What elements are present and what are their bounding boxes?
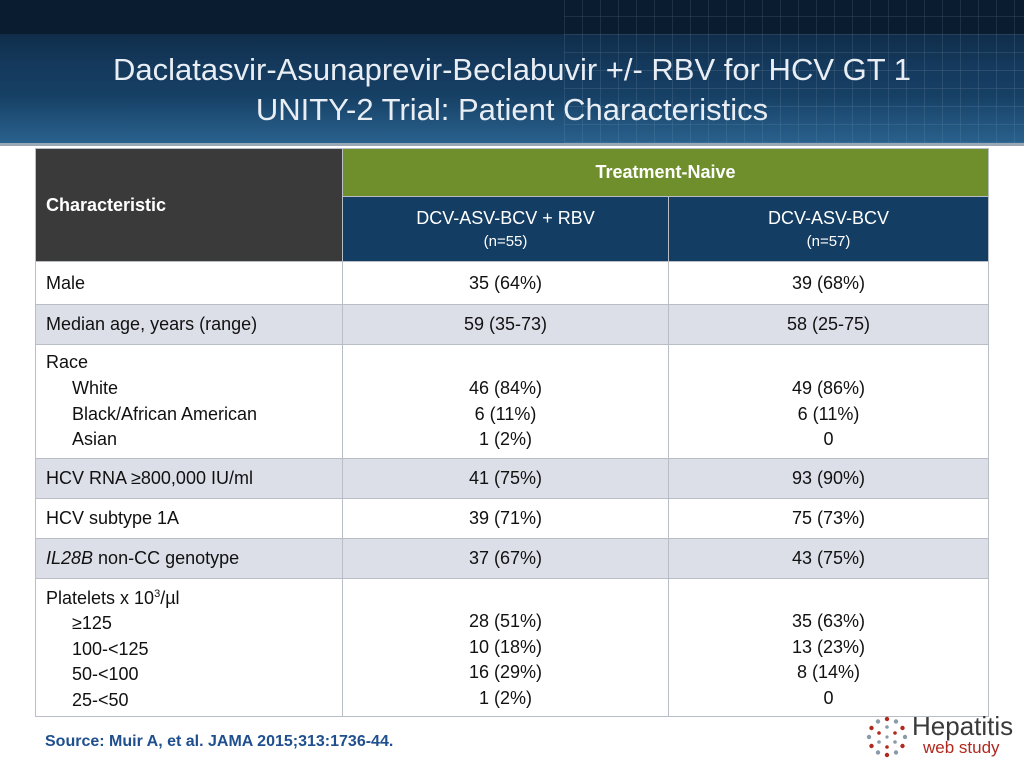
logo-subtitle: web study [923,738,1000,757]
arm-name: DCV-ASV-BCV + RBV [416,208,595,228]
sub-value: 1 (2%) [478,687,532,708]
table-row-hcv-rna: HCV RNA ≥800,000 IU/ml 41 (75%) 93 (90%) [35,458,989,499]
logo-name: Hepatitis [912,711,1014,741]
row-label: HCV RNA ≥800,000 IU/ml [35,458,343,499]
gene-name: IL28B [46,548,94,568]
arm-header-rbv: DCV-ASV-BCV + RBV (n=55) [342,196,669,262]
table-row-il28b: IL28B non-CC genotype 37 (67%) 43 (75%) [35,538,989,579]
arm-header-no-rbv: DCV-ASV-BCV (n=57) [668,196,989,262]
row-value-arm-2: 93 (90%) [668,458,989,499]
table-header-row-2: DCV-ASV-BCV + RBV (n=55) DCV-ASV-BCV (n=… [36,196,989,262]
row-label-group: Platelets x 103/µl ≥125 100-<125 50-<100… [35,578,343,717]
header-top-band [0,0,1024,34]
sub-label: Asian [72,429,118,450]
row-label: Median age, years (range) [35,304,343,345]
sub-value: 0 [823,429,834,450]
characteristics-table: Characteristic Treatment-Naive DCV-ASV-B… [35,148,989,717]
sub-value: 46 (84%) [468,377,543,398]
characteristic-header: Characteristic [35,148,343,262]
sub-value: 6 (11%) [797,403,860,424]
table-header-row-1: Characteristic Treatment-Naive [35,148,989,262]
title-line-2: UNITY-2 Trial: Patient Characteristics [255,92,769,127]
row-value-arm-2: 58 (25-75) [668,304,989,345]
table-row-male: Male 35 (64%) 39 (68%) [35,261,989,305]
row-value-arm-1: 59 (35-73) [342,304,669,345]
arm-name: DCV-ASV-BCV [767,208,890,228]
table-row-platelets: Platelets x 103/µl ≥125 100-<125 50-<100… [35,578,989,717]
source-citation: Source: Muir A, et al. JAMA 2015;313:173… [45,733,394,750]
title-line-1: Daclatasvir-Asunaprevir-Beclabuvir +/- R… [113,52,911,87]
sub-label: 50-<100 [72,664,139,685]
sub-label: Black/African American [72,403,258,424]
treatment-naive-header: Treatment-Naive [342,148,989,197]
row-label: Platelets x 103/µl [46,587,180,608]
sub-label: ≥125 [72,613,112,634]
table-row-median-age: Median age, years (range) 59 (35-73) 58 … [35,304,989,345]
header-divider [0,143,1024,146]
sub-value: 1 (2%) [478,429,532,450]
table-row-hcv-subtype: HCV subtype 1A 39 (71%) 75 (73%) [35,498,989,539]
hepatitis-web-study-logo: Hepatitis web study [865,712,1015,762]
row-label: IL28B non-CC genotype [35,538,343,579]
slide-header: Daclatasvir-Asunaprevir-Beclabuvir +/- R… [0,0,1024,143]
row-values-arm-2: 35 (63%) 13 (23%) 8 (14%) 0 [668,578,989,717]
row-label-rest: non-CC genotype [93,548,240,568]
sub-value: 16 (29%) [468,662,543,683]
row-label: Male [35,261,343,305]
row-values-arm-1: 28 (51%) 10 (18%) 16 (29%) 1 (2%) [342,578,669,717]
header-glow [0,96,1024,143]
sub-label: 25-<50 [72,689,129,710]
sub-value: 0 [823,687,834,708]
slide-title: Daclatasvir-Asunaprevir-Beclabuvir +/- R… [0,50,1024,130]
sub-value: 8 (14%) [796,662,861,683]
sub-value: 13 (23%) [791,636,866,657]
sub-label: 100-<125 [72,638,149,659]
sub-label: White [72,377,119,398]
row-label-group: Race White Black/African American Asian [35,344,343,459]
row-value-arm-1: 39 (71%) [342,498,669,539]
row-value-arm-1: 35 (64%) [342,261,669,305]
row-value-arm-2: 75 (73%) [668,498,989,539]
sub-value: 6 (11%) [474,403,537,424]
row-value-arm-1: 37 (67%) [342,538,669,579]
arm-n: (n=55) [483,233,528,250]
sub-value: 49 (86%) [791,377,866,398]
row-values-arm-2: 49 (86%) 6 (11%) 0 [668,344,989,459]
sub-value: 35 (63%) [791,611,866,632]
dotted-circle-logo-icon [866,716,908,758]
row-value-arm-2: 39 (68%) [668,261,989,305]
sub-value: 10 (18%) [468,636,543,657]
table-row-race: Race White Black/African American Asian … [35,344,989,459]
row-values-arm-1: 46 (84%) 6 (11%) 1 (2%) [342,344,669,459]
arm-n: (n=57) [806,233,851,250]
sub-value: 28 (51%) [468,611,543,632]
row-value-arm-2: 43 (75%) [668,538,989,579]
row-value-arm-1: 41 (75%) [342,458,669,499]
row-label: HCV subtype 1A [35,498,343,539]
row-label: Race [46,352,89,373]
header-grid-pattern [564,0,1024,143]
